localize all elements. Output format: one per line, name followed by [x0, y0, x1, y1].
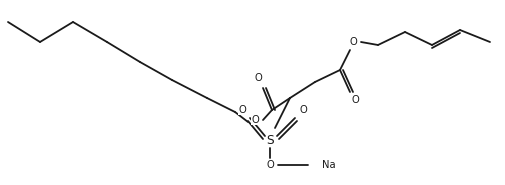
- Text: O: O: [251, 115, 259, 125]
- Text: O: O: [238, 105, 246, 115]
- Text: O: O: [349, 37, 357, 47]
- Text: O: O: [299, 105, 307, 115]
- Text: O: O: [351, 95, 359, 105]
- Text: O: O: [254, 73, 262, 83]
- Text: Na: Na: [322, 160, 336, 170]
- Text: O: O: [266, 160, 274, 170]
- Text: S: S: [266, 134, 274, 147]
